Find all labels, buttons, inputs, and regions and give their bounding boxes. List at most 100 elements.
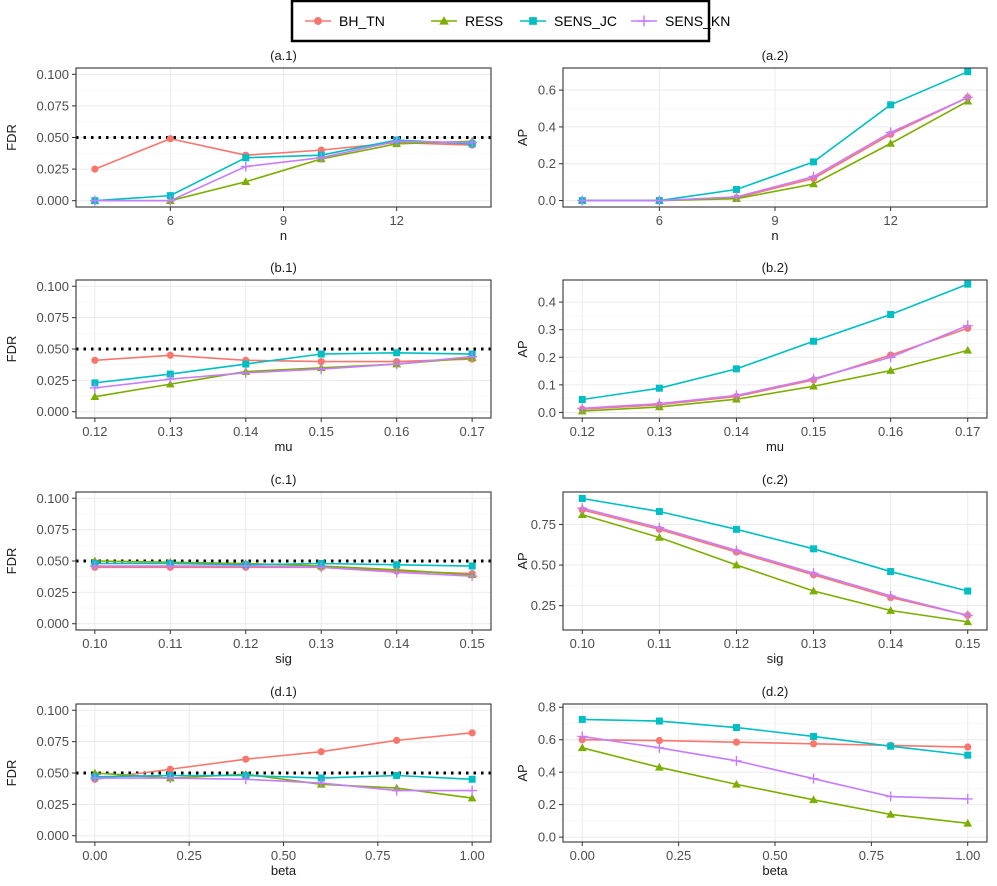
data-point <box>808 373 819 384</box>
x-tick-label: 0.13 <box>647 424 672 439</box>
y-tick-label: 0.075 <box>36 98 69 113</box>
data-point <box>166 370 174 378</box>
data-point <box>166 192 174 200</box>
data-point <box>577 743 587 752</box>
x-tick-label: 0.12 <box>724 636 749 651</box>
data-point <box>808 568 819 579</box>
data-point <box>166 351 174 359</box>
y-tick-label: 0.100 <box>36 491 69 506</box>
y-tick-label: 0.3 <box>538 322 556 337</box>
legend-key-marker <box>314 17 322 25</box>
data-point <box>467 785 478 796</box>
series-line <box>582 513 968 623</box>
x-tick-label: 0.15 <box>955 636 980 651</box>
x-tick-label: 0.16 <box>384 424 409 439</box>
series-line <box>582 718 968 756</box>
series-sens-kn <box>89 351 478 393</box>
y-tick-label: 0.000 <box>36 404 69 419</box>
data-point <box>732 525 740 533</box>
y-tick-label: 0.000 <box>36 828 69 843</box>
data-point <box>962 610 973 621</box>
x-axis-label: sig <box>275 651 292 666</box>
data-point <box>655 384 663 392</box>
series-sens-kn <box>89 773 478 796</box>
data-point <box>655 717 663 725</box>
y-tick-label: 0.2 <box>538 350 556 365</box>
x-tick-label: 0.25 <box>666 848 691 863</box>
data-point <box>886 810 896 818</box>
y-tick-label: 0.000 <box>36 193 69 208</box>
x-tick-label: 0.14 <box>724 424 749 439</box>
data-point <box>732 365 740 373</box>
series-sens-kn <box>577 92 973 206</box>
y-tick-label: 0.0 <box>538 830 556 845</box>
panel-a-1: (a.1) 0.000 0.025 0.050 0.075 0.100 6 9 12 n FDR <box>4 48 492 243</box>
legend-label: RESS <box>465 13 503 29</box>
x-axis-label: n <box>280 228 287 243</box>
legend-item-sens-kn: SENS_KN <box>631 13 730 29</box>
data-point <box>165 773 176 784</box>
series-line <box>582 507 968 617</box>
panel-title: (b.2) <box>762 260 789 275</box>
series-sens-jc <box>578 280 972 404</box>
y-tick-label: 0.025 <box>36 585 69 600</box>
x-tick-label: 0.50 <box>762 848 787 863</box>
data-point <box>91 379 99 387</box>
series-line <box>582 509 968 617</box>
y-axis-label: AP <box>515 552 530 569</box>
data-point <box>962 793 973 804</box>
series-ress <box>577 345 973 415</box>
data-point <box>316 152 327 163</box>
legend-item-sens-jc: SENS_JC <box>520 13 617 29</box>
series-line <box>582 747 968 825</box>
x-tick-label: 0.15 <box>801 424 826 439</box>
gridlines <box>563 280 987 418</box>
x-tick-label: 0.14 <box>233 424 258 439</box>
y-axis-label: FDR <box>4 336 19 363</box>
x-tick-label: 9 <box>771 213 778 228</box>
data-point <box>654 533 664 541</box>
series-sens-kn <box>577 503 973 621</box>
panel-title: (d.1) <box>270 684 297 699</box>
data-point <box>964 587 972 595</box>
data-point <box>468 775 476 783</box>
y-tick-label: 0.025 <box>36 797 69 812</box>
data-point <box>732 186 740 194</box>
y-tick-label: 0.025 <box>36 373 69 388</box>
data-point <box>810 545 818 553</box>
data-point <box>886 366 896 374</box>
series-line <box>582 327 968 410</box>
data-point <box>731 545 742 556</box>
y-tick-label: 0.6 <box>538 732 556 747</box>
series-line <box>582 324 969 410</box>
data-point <box>89 561 100 572</box>
y-tick-label: 0.075 <box>36 734 69 749</box>
series-sens-kn <box>89 136 478 206</box>
data-point <box>885 590 896 601</box>
x-tick-label: 0.14 <box>878 636 903 651</box>
legend-label: SENS_KN <box>665 13 730 29</box>
panel-c-1: (c.1) 0.000 0.025 0.050 0.075 0.100 0.10 0.11 0.… <box>4 472 492 666</box>
panel-title: (b.1) <box>270 260 297 275</box>
series-line <box>94 772 473 799</box>
series-line <box>94 139 473 202</box>
gridlines <box>76 280 491 418</box>
series-ress <box>577 510 973 626</box>
legend-item-ress: RESS <box>431 13 503 29</box>
panel-title: (c.1) <box>271 472 297 487</box>
data-point <box>240 367 251 378</box>
x-axis-label: sig <box>767 651 784 666</box>
x-tick-label: 0.16 <box>878 424 903 439</box>
data-point <box>964 68 972 76</box>
data-point <box>732 724 740 732</box>
panel-title: (a.1) <box>270 48 297 63</box>
y-tick-label: 0.075 <box>36 522 69 537</box>
panel-d-2: (d.2) 0.0 0.2 0.4 0.6 0.8 0.00 0.25 0.50 0.75 1.00… <box>515 684 988 878</box>
y-tick-label: 0.075 <box>36 310 69 325</box>
series-sens-kn <box>577 320 973 414</box>
series-line <box>582 96 969 202</box>
gridlines <box>563 704 987 842</box>
panel-title: (d.2) <box>762 684 789 699</box>
series-line <box>582 349 968 412</box>
x-tick-label: 0.00 <box>82 848 107 863</box>
